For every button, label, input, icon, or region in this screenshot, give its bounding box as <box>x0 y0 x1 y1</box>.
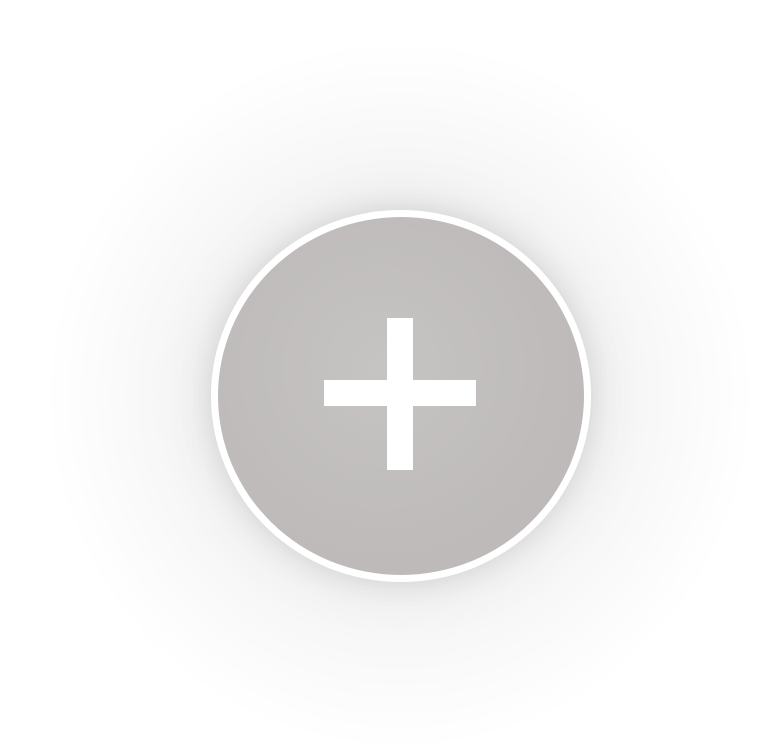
add-button[interactable] <box>211 210 591 582</box>
plus-icon <box>324 318 476 470</box>
plus-icon-horizontal-bar <box>324 380 476 406</box>
